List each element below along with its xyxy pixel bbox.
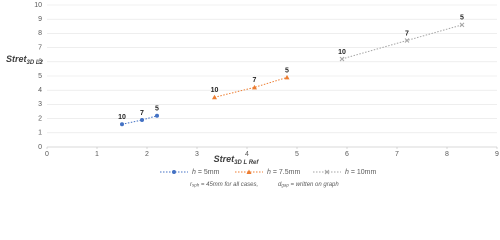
legend-var: h: [267, 169, 271, 176]
y-tick-label: 2: [38, 115, 42, 122]
y-tick-label: 5: [38, 73, 42, 80]
legend-var: h: [345, 169, 349, 176]
series-line: [121, 115, 158, 125]
point-label: 7: [140, 110, 144, 117]
marker: [404, 38, 410, 43]
y-tick-label: 1: [38, 130, 42, 137]
marker: [212, 94, 217, 100]
x-tick-label: 2: [145, 151, 149, 158]
legend-var: h: [192, 169, 196, 176]
note-rest: = 45mm for all cases,: [199, 182, 258, 188]
point-label: 5: [285, 67, 289, 74]
legend-label: h = 7.5mm: [267, 169, 300, 176]
x-tick-label: 1: [95, 151, 99, 158]
note-sub: sph: [192, 183, 200, 188]
point-label: 10: [338, 49, 346, 56]
marker: [120, 122, 124, 127]
legend-marker: [172, 170, 176, 174]
y-axis-label: Stret3D L2: [6, 54, 44, 65]
series-line: [214, 76, 288, 98]
point-label: 10: [118, 114, 126, 121]
x-tick-label: 4: [245, 151, 249, 158]
legend-name: = 7.5mm: [271, 169, 301, 176]
x-tick-label: 9: [495, 151, 499, 158]
x-tick-label: 7: [395, 151, 399, 158]
marker: [459, 22, 465, 28]
point-label: 5: [460, 15, 464, 22]
point-label: 7: [405, 30, 409, 37]
y-tick-label: 3: [38, 101, 42, 108]
marker: [284, 74, 290, 80]
legend-label: h = 5mm: [192, 169, 220, 176]
y-tick-label: 8: [38, 30, 42, 37]
note-var: d: [278, 182, 282, 188]
note-var: r: [190, 182, 193, 188]
chart: Stret3D L Ref Stret3D L2 0 1 2 3 4 5 6 7 8 9 10 0 1 2…: [6, 2, 499, 188]
y-tick-label: 4: [38, 87, 42, 94]
note: dgap = written on graph: [278, 182, 339, 188]
note-rest: = written on graph: [289, 182, 340, 188]
legend-label: h = 10mm: [345, 169, 377, 176]
y-tick-label: 10: [34, 2, 42, 9]
note-sub: gap: [281, 183, 289, 188]
y-tick-label: 0: [38, 144, 42, 151]
note: rsph = 45mm for all cases,: [190, 182, 258, 188]
y-tick-label: 6: [38, 59, 42, 66]
legend-marker: [246, 169, 252, 174]
marker: [339, 56, 345, 62]
point-label: 7: [253, 77, 257, 84]
x-axis-label: Stret3D L Ref: [214, 154, 260, 165]
y-tick-label: 7: [38, 44, 42, 51]
marker: [252, 84, 257, 90]
x-tick-label: 0: [45, 151, 49, 158]
x-tick-label: 8: [445, 151, 449, 158]
x-tick-label: 3: [195, 151, 199, 158]
y-tick-label: 9: [38, 16, 42, 23]
point-label: 10: [211, 87, 219, 94]
x-tick-label: 6: [345, 151, 349, 158]
legend-name: = 5mm: [196, 169, 220, 176]
marker: [155, 113, 159, 118]
legend-marker: [324, 169, 330, 175]
marker: [140, 118, 144, 123]
point-label: 5: [155, 106, 159, 113]
x-tick-label: 5: [295, 151, 299, 158]
series-line: [341, 24, 463, 60]
legend-name: = 10mm: [349, 169, 377, 176]
